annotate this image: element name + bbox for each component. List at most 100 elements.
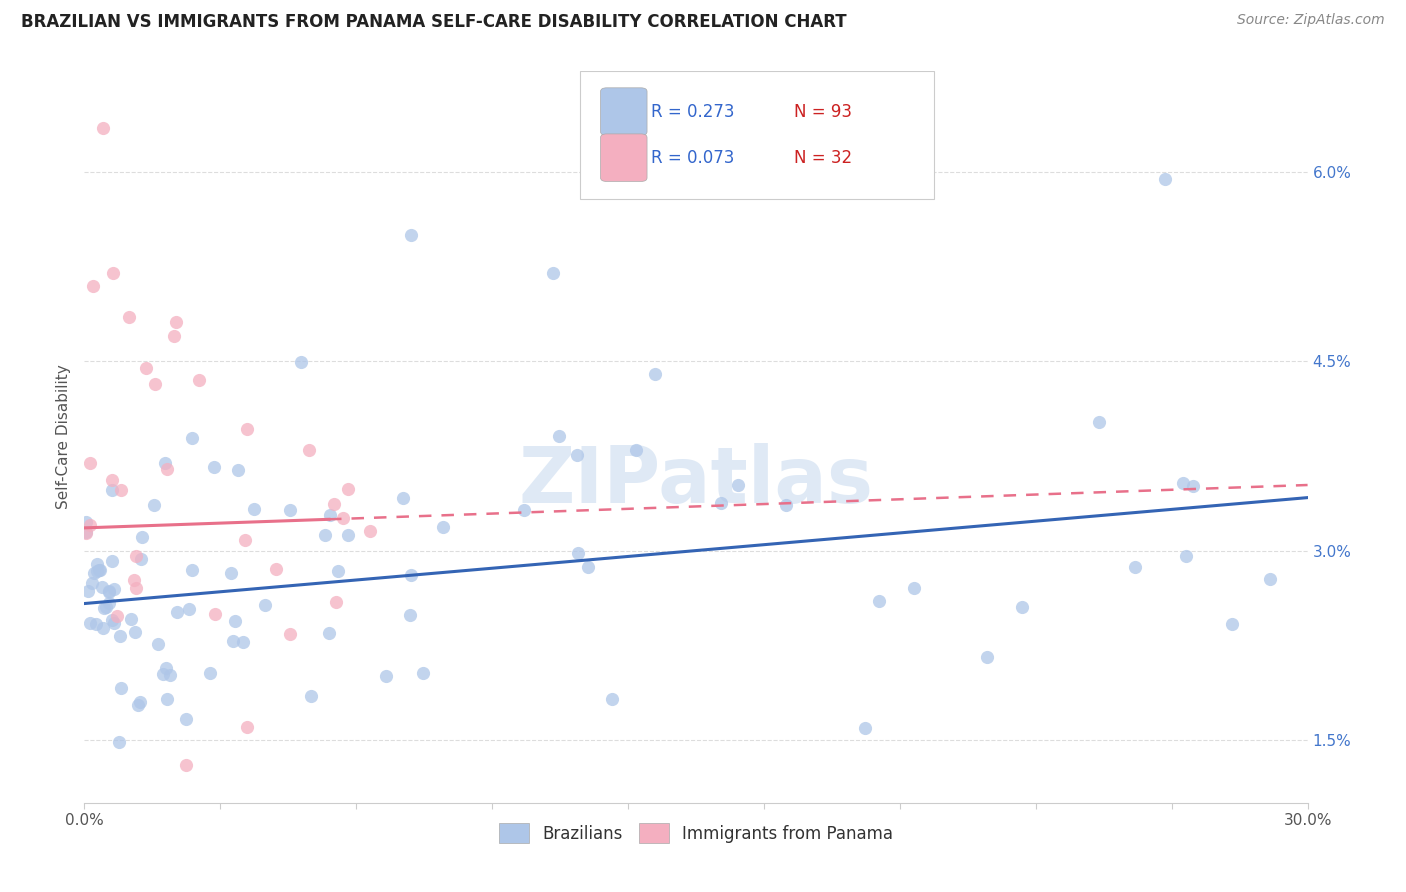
Point <box>204 607 226 621</box>
Point <box>165 315 187 329</box>
Point <box>79 615 101 630</box>
Point <box>152 666 174 681</box>
Point <box>1260 572 1282 586</box>
Point <box>86 564 108 578</box>
Point <box>187 373 209 387</box>
Point <box>565 448 588 462</box>
Text: R = 0.073: R = 0.073 <box>651 149 734 167</box>
Point <box>290 355 312 369</box>
Point <box>124 573 146 587</box>
Point <box>325 595 347 609</box>
Point <box>198 666 221 681</box>
Point <box>156 461 179 475</box>
Point <box>142 498 165 512</box>
Text: ZIPatlas: ZIPatlas <box>519 443 873 519</box>
Point <box>143 377 166 392</box>
Point <box>174 758 197 772</box>
Point <box>125 549 148 564</box>
Point <box>98 585 121 599</box>
Point <box>98 583 121 598</box>
Point <box>236 720 259 734</box>
Text: Source: ZipAtlas.com: Source: ZipAtlas.com <box>1237 13 1385 28</box>
Point <box>232 634 254 648</box>
Point <box>127 698 149 712</box>
Point <box>155 661 177 675</box>
Point <box>775 498 797 512</box>
Point <box>298 442 321 457</box>
Point <box>163 329 186 343</box>
Point <box>105 608 128 623</box>
Point <box>1088 415 1111 429</box>
Point <box>1123 560 1146 574</box>
Point <box>86 557 108 571</box>
Point <box>322 497 344 511</box>
Point <box>236 422 259 436</box>
Point <box>314 528 336 542</box>
Point <box>77 584 100 599</box>
Point <box>548 428 571 442</box>
Point <box>159 667 181 681</box>
Point <box>1220 617 1243 632</box>
Text: N = 93: N = 93 <box>794 103 852 120</box>
Point <box>222 634 245 648</box>
Text: R = 0.273: R = 0.273 <box>651 103 734 120</box>
Point <box>412 666 434 681</box>
Point <box>1182 479 1205 493</box>
Point <box>103 615 125 630</box>
Point <box>101 554 124 568</box>
Point <box>710 496 733 510</box>
Point <box>83 566 105 580</box>
Point <box>135 360 157 375</box>
Point <box>166 605 188 619</box>
Y-axis label: Self-Care Disability: Self-Care Disability <box>56 365 72 509</box>
Point <box>326 564 349 578</box>
Point <box>146 637 169 651</box>
FancyBboxPatch shape <box>600 87 647 136</box>
Point <box>1154 171 1177 186</box>
Point <box>626 443 648 458</box>
Point <box>176 712 198 726</box>
Point <box>359 524 381 538</box>
Point <box>600 692 623 706</box>
Point <box>180 431 202 445</box>
Point <box>82 278 104 293</box>
Point <box>567 546 589 560</box>
Point <box>332 510 354 524</box>
Point <box>129 695 152 709</box>
Point <box>79 456 101 470</box>
Point <box>253 599 276 613</box>
FancyBboxPatch shape <box>579 71 935 200</box>
Point <box>93 601 115 615</box>
Point <box>976 649 998 664</box>
Point <box>278 626 301 640</box>
Point <box>101 613 124 627</box>
Point <box>118 310 141 325</box>
Point <box>392 491 415 505</box>
Point <box>264 561 287 575</box>
Point <box>903 581 925 595</box>
Point <box>124 624 146 639</box>
Text: BRAZILIAN VS IMMIGRANTS FROM PANAMA SELF-CARE DISABILITY CORRELATION CHART: BRAZILIAN VS IMMIGRANTS FROM PANAMA SELF… <box>21 13 846 31</box>
Point <box>374 669 396 683</box>
Legend: Brazilians, Immigrants from Panama: Brazilians, Immigrants from Panama <box>492 817 900 849</box>
FancyBboxPatch shape <box>600 134 647 181</box>
Point <box>101 266 124 280</box>
Point <box>727 477 749 491</box>
Point <box>202 459 225 474</box>
Point <box>228 463 250 477</box>
Point <box>110 483 132 497</box>
Point <box>131 552 153 566</box>
Point <box>91 121 114 136</box>
Point <box>233 533 256 547</box>
Point <box>100 474 122 488</box>
Point <box>96 599 118 614</box>
Point <box>336 483 359 497</box>
Point <box>80 576 103 591</box>
Point <box>107 735 129 749</box>
Point <box>179 602 201 616</box>
Point <box>1173 475 1195 490</box>
Point <box>543 266 565 280</box>
Point <box>432 520 454 534</box>
Point <box>100 483 122 497</box>
Point <box>75 526 97 541</box>
